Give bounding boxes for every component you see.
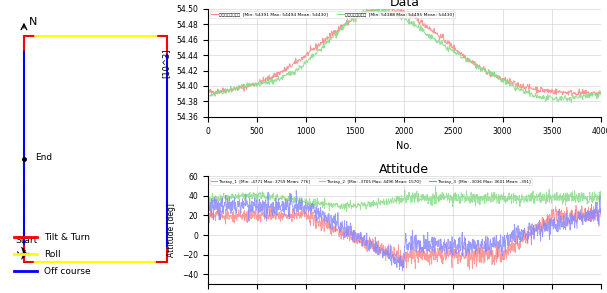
- Text: ✈: ✈: [16, 247, 32, 265]
- Text: N: N: [29, 17, 38, 27]
- Title: Data: Data: [389, 0, 419, 9]
- Y-axis label: [10^3]: [10^3]: [161, 48, 171, 78]
- Title: Attitude: Attitude: [379, 163, 429, 176]
- Text: Start: Start: [15, 236, 37, 245]
- Text: End: End: [35, 153, 52, 162]
- Legend: 补偿前传感器数据  [Min: 54391 Max: 54494 Mean: 54430], 补偿后传感器数据  [Min: 54388 Max: 54495 : 补偿前传感器数据 [Min: 54391 Max: 54494 Mean: 54…: [210, 11, 455, 18]
- Y-axis label: Attitude [deg]: Attitude [deg]: [168, 203, 176, 257]
- X-axis label: No.: No.: [396, 141, 412, 151]
- Legend: Tilt & Turn, Roll, Off course: Tilt & Turn, Roll, Off course: [10, 229, 94, 280]
- Legend: Thetay_1  [Min: -4771 Max: 3759 Mean: 776], Thetay_2  [Min: -3705 Max: 4496 Mean: Thetay_1 [Min: -4771 Max: 3759 Mean: 776…: [210, 178, 532, 185]
